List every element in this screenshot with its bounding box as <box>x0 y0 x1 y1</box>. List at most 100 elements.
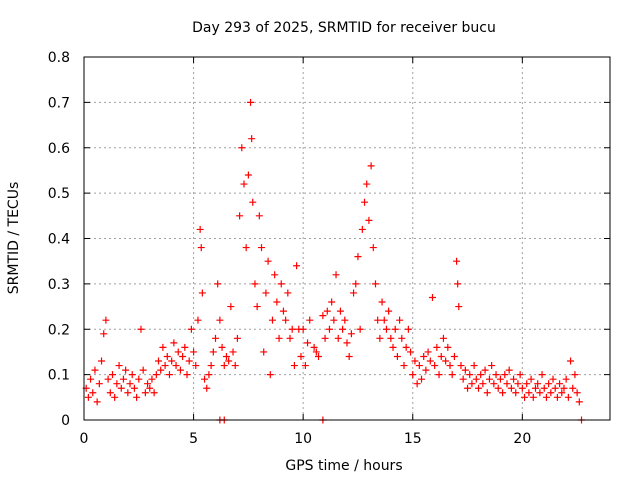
data-point <box>382 325 390 333</box>
data-point <box>501 371 509 379</box>
data-point <box>325 325 333 333</box>
data-point <box>562 375 570 383</box>
data-point <box>168 357 176 365</box>
data-point <box>115 362 123 370</box>
y-tick-label: 0.8 <box>48 50 70 66</box>
data-point <box>549 375 557 383</box>
y-tick-label: 0.7 <box>48 95 70 111</box>
data-point <box>126 380 134 388</box>
data-point <box>190 348 198 356</box>
data-point <box>345 352 353 360</box>
data-point <box>133 393 141 401</box>
x-tick-label: 15 <box>404 431 422 447</box>
data-point <box>176 366 184 374</box>
data-point <box>323 307 331 315</box>
data-point <box>402 343 410 351</box>
data-point <box>150 389 158 397</box>
data-point <box>288 325 296 333</box>
x-axis-title: GPS time / hours <box>285 458 402 474</box>
data-point <box>266 371 274 379</box>
data-point <box>575 398 583 406</box>
data-point <box>494 384 502 392</box>
data-point <box>100 330 108 338</box>
data-point <box>472 375 480 383</box>
data-point <box>244 171 252 179</box>
data-point <box>341 316 349 324</box>
data-point <box>420 352 428 360</box>
data-point <box>525 389 533 397</box>
data-point <box>545 380 553 388</box>
data-point <box>523 380 531 388</box>
data-point <box>144 380 152 388</box>
data-point <box>286 334 294 342</box>
data-point <box>163 352 171 360</box>
data-point <box>457 362 465 370</box>
data-point <box>170 339 178 347</box>
data-point <box>260 348 268 356</box>
data-point <box>496 375 504 383</box>
data-point <box>124 389 132 397</box>
data-point <box>273 298 281 306</box>
data-point <box>334 334 342 342</box>
data-point <box>236 212 244 220</box>
data-point <box>240 180 248 188</box>
data-point <box>328 298 336 306</box>
data-point <box>483 389 491 397</box>
x-axis-ticks: 0 5 10 15 20 <box>80 57 531 447</box>
data-point <box>371 280 379 288</box>
data-point <box>378 298 386 306</box>
data-point <box>428 293 436 301</box>
data-point <box>277 280 285 288</box>
data-point <box>157 366 165 374</box>
data-point <box>275 334 283 342</box>
data-point <box>304 339 312 347</box>
data-point <box>159 343 167 351</box>
data-point <box>415 362 423 370</box>
y-tick-label: 0.2 <box>48 322 70 338</box>
data-point <box>247 98 255 106</box>
data-point <box>413 380 421 388</box>
x-tick-label: 0 <box>80 431 89 447</box>
data-point <box>216 316 224 324</box>
data-point <box>514 380 522 388</box>
data-point <box>398 334 406 342</box>
data-point <box>155 357 163 365</box>
data-point <box>347 330 355 338</box>
data-point <box>301 362 309 370</box>
data-point <box>573 389 581 397</box>
data-point <box>542 393 550 401</box>
data-point <box>187 325 195 333</box>
data-point <box>310 343 318 351</box>
data-point <box>330 316 338 324</box>
data-point <box>409 371 417 379</box>
data-point <box>354 253 362 261</box>
data-point <box>393 352 401 360</box>
data-point <box>179 352 187 360</box>
data-point <box>468 380 476 388</box>
data-point <box>336 307 344 315</box>
data-point <box>376 334 384 342</box>
data-point <box>492 371 500 379</box>
data-point <box>433 343 441 351</box>
data-point <box>505 366 513 374</box>
data-point <box>464 384 472 392</box>
data-point <box>315 352 323 360</box>
data-point <box>332 271 340 279</box>
data-point <box>172 362 180 370</box>
data-point <box>253 303 261 311</box>
y-tick-label: 0.5 <box>48 186 70 202</box>
y-tick-label: 0.1 <box>48 368 70 384</box>
data-point <box>369 244 377 252</box>
data-point <box>264 257 272 265</box>
data-point <box>442 357 450 365</box>
data-point <box>361 198 369 206</box>
data-point <box>218 343 226 351</box>
data-point <box>418 375 426 383</box>
data-point <box>422 366 430 374</box>
data-point <box>165 371 173 379</box>
y-tick-label: 0.6 <box>48 141 70 157</box>
data-point <box>518 384 526 392</box>
data-point <box>130 384 138 392</box>
data-point <box>437 352 445 360</box>
data-point <box>104 375 112 383</box>
